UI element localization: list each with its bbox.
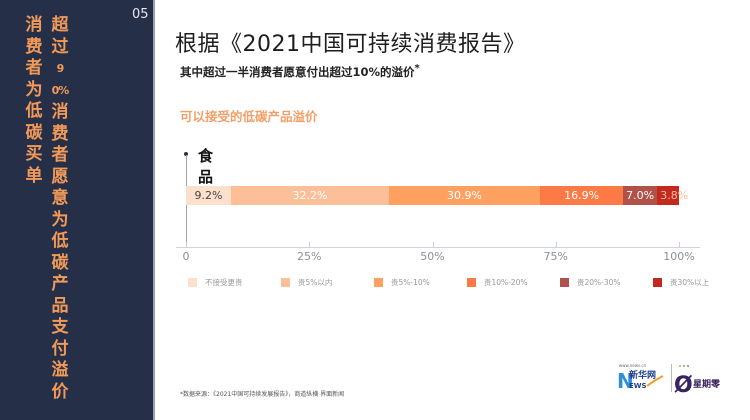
x-tick [679,242,680,247]
x-tick-label: 50% [420,250,445,263]
legend-label: 贵30%以上 [670,278,710,287]
legend-swatch-icon [560,278,569,287]
bar-segment: 3.8% [657,186,688,205]
x-axis-line [176,247,700,248]
xinhua-logo-icon: www.news.cn N 新华网 EWS Ø 星期零 [617,363,721,398]
page-subtitle: 其中超过一半消费者愿意付出超过10%的溢价* [180,63,420,80]
bar-segment: 9.2% [186,186,232,205]
svg-text:新华网: 新华网 [629,369,656,381]
headline-column-1: 消费者为低碳买单 [25,15,43,186]
legend-item: 贵30%以上 [653,277,746,288]
svg-text:Ø: Ø [674,373,693,398]
stacked-bar: 9.2% 32.2% 30.9% 16.9% 7.0% 3.8% [186,186,688,205]
x-tick [309,242,311,247]
svg-text:www.news.cn: www.news.cn [619,363,647,368]
legend-swatch-icon [374,278,383,287]
bar-segment: 32.2% [231,186,389,205]
legend-label: 贵20%-30% [577,278,621,287]
headline-col2-rest: 消费者愿意为低碳产品支付溢价 [51,102,69,402]
x-tick-label: 75% [543,250,568,263]
page-number: 05 [132,7,149,22]
svg-text:N: N [617,369,634,393]
footnote-mark: * [414,63,420,74]
source-footnote: *数据来源：《2021中国可持续发展报告》，商道纵横 界面新闻 [180,391,345,398]
bar-segment: 30.9% [388,186,541,205]
bar-segment: 16.9% [540,186,623,205]
category-bullet-icon [184,152,188,156]
sidebar-edge [153,0,155,420]
legend-swatch-icon [467,278,476,287]
legend-item: 不接受更贵 [188,277,281,288]
legend-item: 贵5%以内 [281,277,374,288]
bar-segment: 7.0% [623,186,658,205]
legend: 不接受更贵 贵5%以内 贵5%-10% 贵10%-20% 贵20%-30% 贵30%以上 [188,277,746,288]
legend-label: 贵5%以内 [298,278,333,287]
logos: www.news.cn N 新华网 EWS Ø 星期零 [617,362,731,398]
x-tick [432,242,434,247]
headline-column-2: 超过 90% 消费者愿意为低碳产品支付溢价 [50,15,70,403]
x-tick-label: 0 [182,250,190,263]
legend-swatch-icon [653,278,662,287]
page-title: 根据《2021中国可持续消费报告》 [175,32,526,57]
legend-label: 不接受更贵 [205,278,243,287]
section-title: 可以接受的低碳产品溢价 [180,109,318,124]
subtitle-text: 其中超过一半消费者愿意付出超过10%的溢价 [180,64,415,79]
legend-item: 贵20%-30% [560,277,653,288]
headline-col2-percent: 90% [51,62,70,97]
sidebar: 05 消费者为低碳买单 超过 90% 消费者愿意为低碳产品支付溢价 [0,0,155,420]
category-label: 食品 [198,147,214,186]
x-tick [555,242,557,247]
legend-swatch-icon [281,278,290,287]
x-tick [186,242,187,247]
legend-item: 贵10%-20% [467,277,560,288]
legend-swatch-icon [188,278,197,287]
x-tick-label: 100% [663,250,695,263]
legend-label: 贵10%-20% [484,278,528,287]
headline-col2-top: 超过 [51,15,69,57]
svg-text:星期零: 星期零 [693,378,721,390]
legend-label: 贵5%-10% [391,278,430,287]
svg-text:EWS: EWS [629,382,647,390]
x-tick-label: 25% [297,250,322,263]
legend-item: 贵5%-10% [374,277,467,288]
